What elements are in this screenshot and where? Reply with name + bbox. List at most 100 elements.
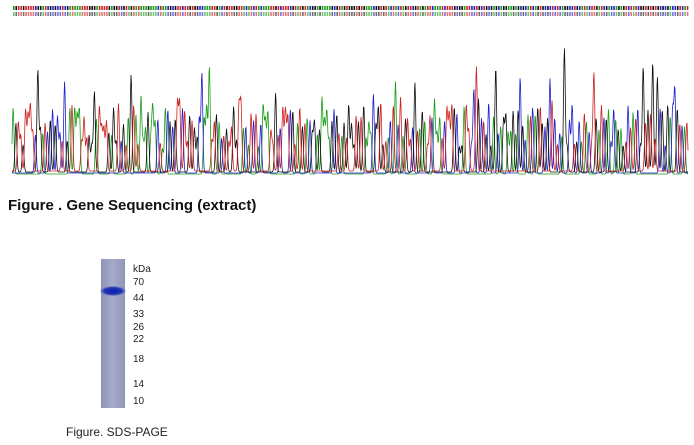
base-letter [57,12,59,16]
base-tick [42,6,44,10]
base-letter [490,12,493,16]
base-tick [669,6,672,10]
base-letter [642,12,645,16]
base-letter [311,12,314,16]
base-tick [495,6,498,10]
base-letter [578,12,581,16]
base-tick [500,6,503,10]
base-letter [167,12,169,16]
base-tick [605,6,608,10]
base-letter [145,12,147,16]
base-letter [233,12,236,16]
base-tick [164,6,167,10]
base-letter [664,12,667,16]
base-tick [615,6,618,10]
base-letter [206,12,209,16]
base-tick [348,6,351,10]
base-letter [478,12,481,16]
base-letter [133,12,135,16]
base-tick [206,6,209,10]
base-tick [289,6,292,10]
base-letter [549,12,552,16]
base-tick [35,6,37,10]
base-tick [213,6,216,10]
base-tick [160,6,162,10]
base-letter [623,12,625,16]
marker-label: 14 [133,379,145,390]
base-letter [480,12,483,16]
base-letter [525,12,527,16]
base-letter [512,12,515,16]
base-letter [571,12,574,16]
base-tick [662,6,664,10]
base-letter [544,12,547,16]
base-tick [103,6,106,10]
base-letter [436,12,439,16]
base-tick [395,6,397,10]
base-tick [449,6,451,10]
base-letter [483,12,485,16]
base-tick [316,6,319,10]
base-tick [532,6,534,10]
base-tick [623,6,625,10]
base-tick [299,6,302,10]
base-tick [427,6,429,10]
base-tick [125,6,128,10]
base-tick [123,6,125,10]
base-tick [155,6,157,10]
base-letter [314,12,316,16]
base-tick [654,6,657,10]
base-letter [191,12,194,16]
base-tick [520,6,522,10]
base-tick [559,6,561,10]
marker-label: 26 [133,322,145,333]
base-letter [221,12,223,16]
base-letter [603,12,606,16]
base-tick [108,6,111,10]
base-tick [233,6,236,10]
base-tick [434,6,436,10]
base-letter [659,12,662,16]
base-tick [402,6,405,10]
base-tick [598,6,601,10]
base-letter [338,12,341,16]
base-tick [414,6,417,10]
base-tick [130,6,133,10]
base-letter [402,12,405,16]
base-letter [561,12,564,16]
base-letter [542,12,544,16]
base-letter [113,12,116,16]
base-tick [272,6,275,10]
base-letter [441,12,444,16]
base-letter [44,12,47,16]
base-tick [341,6,343,10]
marker-label: 10 [133,396,145,407]
base-tick [503,6,505,10]
base-letter [461,12,463,16]
base-letter [324,12,326,16]
base-letter [608,12,610,16]
base-tick [49,6,52,10]
base-tick [608,6,610,10]
base-tick [603,6,606,10]
base-letter [358,12,361,16]
base-letter [309,12,312,16]
base-letter [98,12,101,16]
base-letter [128,12,130,16]
base-tick [356,6,358,10]
base-letter [88,12,91,16]
base-tick [527,6,530,10]
base-tick [150,6,152,10]
base-letter [488,12,490,16]
base-tick [422,6,424,10]
base-letter [373,12,375,16]
base-letter [385,12,387,16]
base-tick [253,6,255,10]
base-tick [235,6,238,10]
base-letter [30,12,32,16]
base-tick [54,6,57,10]
base-tick [30,6,32,10]
base-letter [547,12,549,16]
base-tick [652,6,655,10]
